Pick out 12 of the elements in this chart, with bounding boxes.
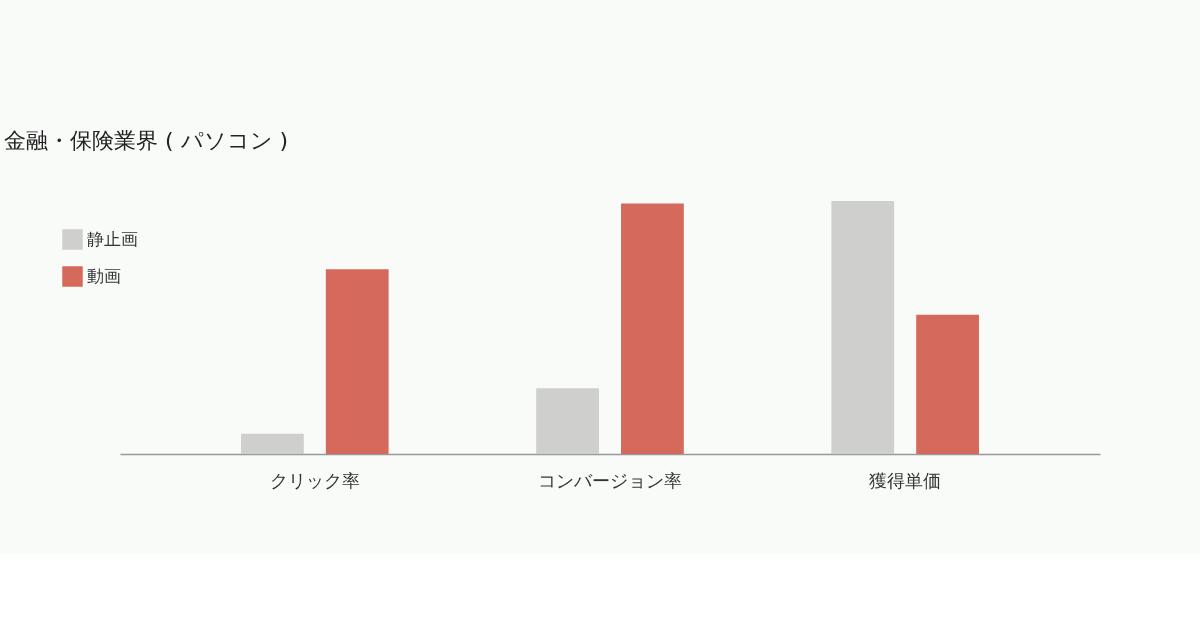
bar [241, 433, 304, 454]
bar [621, 203, 684, 454]
legend-label: 動画 [87, 265, 121, 286]
bar [325, 269, 389, 454]
x-tick-label: クリック率 [269, 469, 360, 491]
x-tick-label: 獲得単価 [869, 469, 942, 491]
bar [916, 314, 979, 454]
x-tick-label: コンバージョン率 [538, 469, 682, 491]
bar [831, 201, 895, 454]
legend-label: 静止画 [87, 228, 138, 249]
chart-title: 金融・保険業界 ( パソコン ) [4, 128, 289, 153]
bar [536, 388, 599, 454]
